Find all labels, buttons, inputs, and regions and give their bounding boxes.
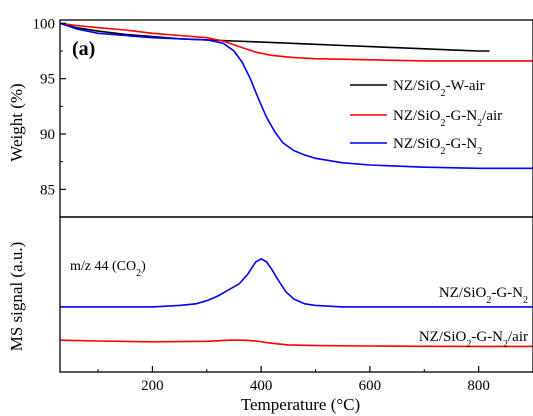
x-tick-label: 600 [359,378,382,394]
legend-label: NZ/SiO2-G-N2/air [393,108,502,129]
axes-group: 85 90 95 100 200 400 600 800 [33,16,533,394]
series-line-weight-0 [59,22,490,52]
y-axis-title-weight: Weight (%) [7,83,26,161]
x-tick-label: 400 [250,378,273,394]
x-tick-label: 800 [467,378,490,394]
bottom-panel-frame [59,216,533,373]
legend-label: NZ/SiO2-G-N2 [393,136,482,157]
series-line-ms-1 [59,339,533,348]
x-axis-title: Temperature (°C) [241,395,360,414]
panel-label: (a) [72,38,95,60]
top-series-group [59,22,533,170]
ms-series-label: NZ/SiO2-G-N2 [439,285,528,306]
series-line-weight-1 [59,22,533,62]
y-tick-label-weight: 90 [40,127,55,143]
x-tick-label: 200 [141,378,164,394]
y-tick-label-weight: 85 [40,182,55,198]
legend-label: NZ/SiO2-W-air [393,78,485,99]
series-line-ms-0 [60,257,533,308]
labels-group: Temperature (°C) Weight (%) MS signal (a.u… [7,38,528,414]
bottom-series-group [59,257,533,348]
y-axis-title-ms: MS signal (a.u.) [7,242,26,352]
series-line-weight-2 [59,22,533,170]
ms-series-label: NZ/SiO2-G-N2/air [419,329,528,350]
y-tick-label-weight: 100 [33,16,56,32]
y-tick-label-weight: 95 [40,72,55,88]
ms-annotation: m/z 44 (CO2) [70,259,146,279]
